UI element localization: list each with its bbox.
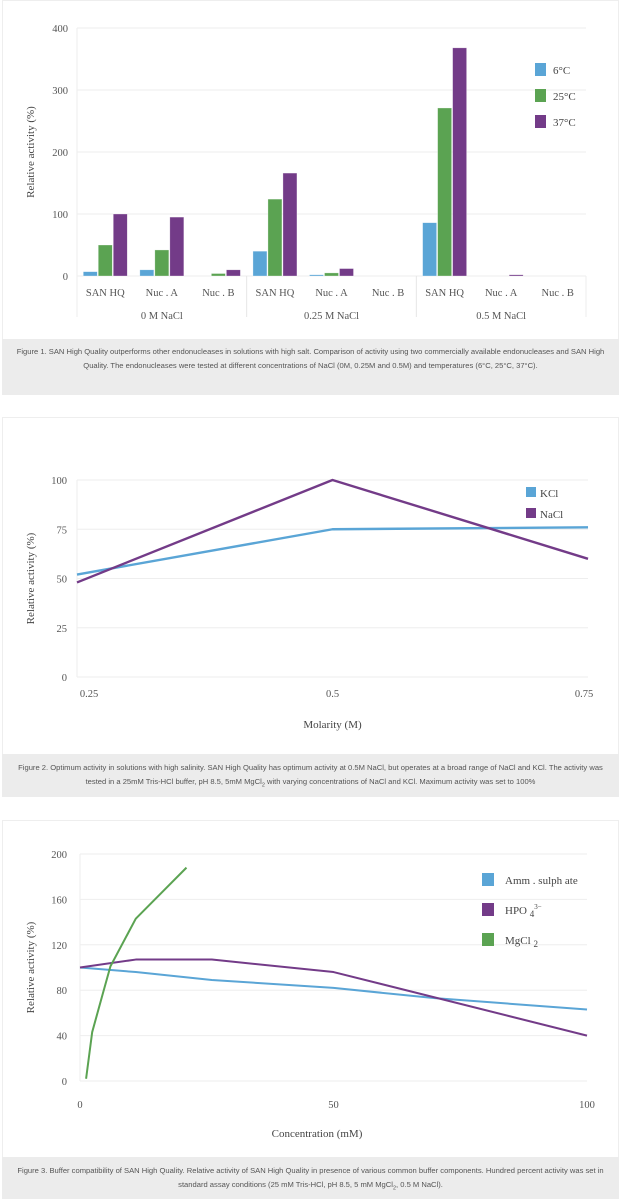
x-axis-title: Concentration (mM) — [272, 1128, 363, 1140]
legend-swatch — [535, 63, 546, 76]
y-tick-label: 300 — [52, 86, 68, 97]
legend-label: NaCl — [540, 509, 563, 521]
figure-3-card: 0 40 80 120 160 200 0 50 100 Concentration (mM) Re… — [2, 820, 619, 1158]
legend-label: MgCl 2 — [505, 935, 538, 949]
y-tick-label: 0 — [62, 673, 67, 684]
y-tick-label: 0 — [62, 1077, 67, 1088]
x-tick-label: 0 — [77, 1100, 82, 1111]
bar-37c — [169, 216, 185, 277]
bar-25c — [267, 198, 283, 277]
x-category-label: Nuc . B — [542, 288, 574, 299]
x-tick-label: 50 — [328, 1100, 339, 1111]
x-group-label: 0 M NaCl — [141, 311, 183, 322]
x-category-label: SAN HQ — [86, 288, 125, 299]
figure-3-caption: Figure 3. Buffer compatibility of SAN Hi… — [2, 1157, 619, 1199]
figure-3-caption-sub: 2 — [392, 1185, 397, 1192]
y-tick-label: 160 — [51, 895, 67, 906]
legend-swatch — [526, 487, 536, 497]
y-tick-label: 0 — [63, 272, 68, 283]
bar-25c — [437, 107, 452, 277]
x-category-label: Nuc . A — [146, 288, 179, 299]
x-group-label: 0.25 M NaCl — [304, 311, 359, 322]
bar-25c — [324, 272, 339, 277]
figure-1-chart: 0 100 200 300 400 SAN HQ Nuc . A Nuc . B SAN HQ N… — [25, 24, 587, 322]
y-axis-title: Relative activity (%) — [25, 532, 37, 624]
x-category-label: Nuc . B — [372, 288, 404, 299]
x-category-label: SAN HQ — [256, 288, 295, 299]
y-tick-label: 100 — [52, 210, 68, 221]
figure-2-caption-sub: 2 — [261, 782, 265, 789]
y-tick-label: 400 — [52, 24, 68, 35]
bar-37c — [452, 47, 467, 277]
bar-37c — [339, 268, 354, 277]
bar-25c — [154, 249, 170, 277]
figure-3-caption-text-b: , 0.5 M NaCl). — [396, 1180, 443, 1189]
figure-3-caption-text-a: Figure 3. Buffer compatibility of SAN Hi… — [17, 1166, 604, 1189]
x-tick-label: 0.25 — [80, 689, 98, 700]
bar-6c — [82, 271, 98, 277]
legend-label: 25°C — [553, 91, 576, 103]
bar-37c — [226, 269, 241, 277]
bar-25c — [211, 273, 226, 277]
figure-2-caption: Figure 2. Optimum activity in solutions … — [2, 754, 619, 797]
x-tick-label: 100 — [579, 1100, 595, 1111]
y-tick-label: 80 — [57, 986, 68, 997]
series-line-2 — [85, 866, 188, 1079]
bar-6c — [309, 274, 324, 277]
y-tick-label: 75 — [57, 525, 68, 536]
legend-swatch — [526, 508, 536, 518]
y-tick-label: 200 — [52, 148, 68, 159]
bar-37c — [112, 213, 128, 277]
series-line-nacl — [76, 478, 589, 584]
figure-1-caption: Figure 1. SAN High Quality outperforms o… — [2, 339, 619, 395]
bar-6c — [139, 269, 155, 277]
figure-2-caption-text-b: with varying concentrations of NaCl and … — [264, 777, 536, 786]
legend-label: 37°C — [553, 117, 576, 129]
x-category-label: Nuc . A — [315, 288, 348, 299]
figure-1-card: 0 100 200 300 400 SAN HQ Nuc . A Nuc . B SAN HQ N… — [2, 0, 619, 340]
x-axis-title: Molarity (M) — [303, 719, 362, 731]
x-group-label: 0.5 M NaCl — [476, 311, 526, 322]
series-line-1 — [79, 958, 588, 1037]
bar-37c — [508, 274, 524, 277]
bar-6c — [252, 250, 268, 277]
y-tick-label: 40 — [57, 1032, 68, 1043]
y-axis-title: Relative activity (%) — [25, 106, 37, 198]
x-category-label: Nuc . B — [202, 288, 234, 299]
legend-swatch — [482, 873, 494, 886]
legend-swatch — [482, 933, 494, 946]
legend-swatch — [482, 903, 494, 916]
figure-3-chart: 0 40 80 120 160 200 0 50 100 Concentration (mM) Re… — [25, 850, 595, 1140]
legend-label: Amm . sulph ate — [505, 875, 578, 887]
figure-2-card: 0 25 50 75 100 0.25 0.5 0.75 Molarity (M) Relativ… — [2, 417, 619, 755]
bar-25c — [97, 244, 113, 277]
x-category-label: Nuc . A — [485, 288, 518, 299]
y-tick-label: 120 — [51, 941, 67, 952]
x-category-label: SAN HQ — [425, 288, 464, 299]
y-tick-label: 50 — [57, 575, 68, 586]
series-line-0 — [79, 966, 588, 1011]
y-tick-label: 200 — [51, 850, 67, 861]
x-tick-label: 0.5 — [326, 689, 339, 700]
x-tick-label: 0.75 — [575, 689, 593, 700]
legend-swatch — [535, 115, 546, 128]
figure-1-caption-text: Figure 1. SAN High Quality outperforms o… — [16, 347, 605, 370]
legend-swatch — [535, 89, 546, 102]
bar-6c — [422, 222, 437, 277]
figure-2-chart: 0 25 50 75 100 0.25 0.5 0.75 Molarity (M) Relativ… — [25, 476, 593, 731]
y-tick-label: 100 — [51, 476, 67, 487]
legend-label: KCl — [540, 488, 558, 500]
y-tick-label: 25 — [57, 624, 68, 635]
y-axis-title: Relative activity (%) — [25, 921, 37, 1013]
bar-37c — [282, 172, 298, 277]
legend-label: 6°C — [553, 65, 570, 77]
legend-label: HPO 43− — [505, 903, 542, 919]
figure-2-caption-text-a: Figure 2. Optimum activity in solutions … — [18, 763, 603, 786]
